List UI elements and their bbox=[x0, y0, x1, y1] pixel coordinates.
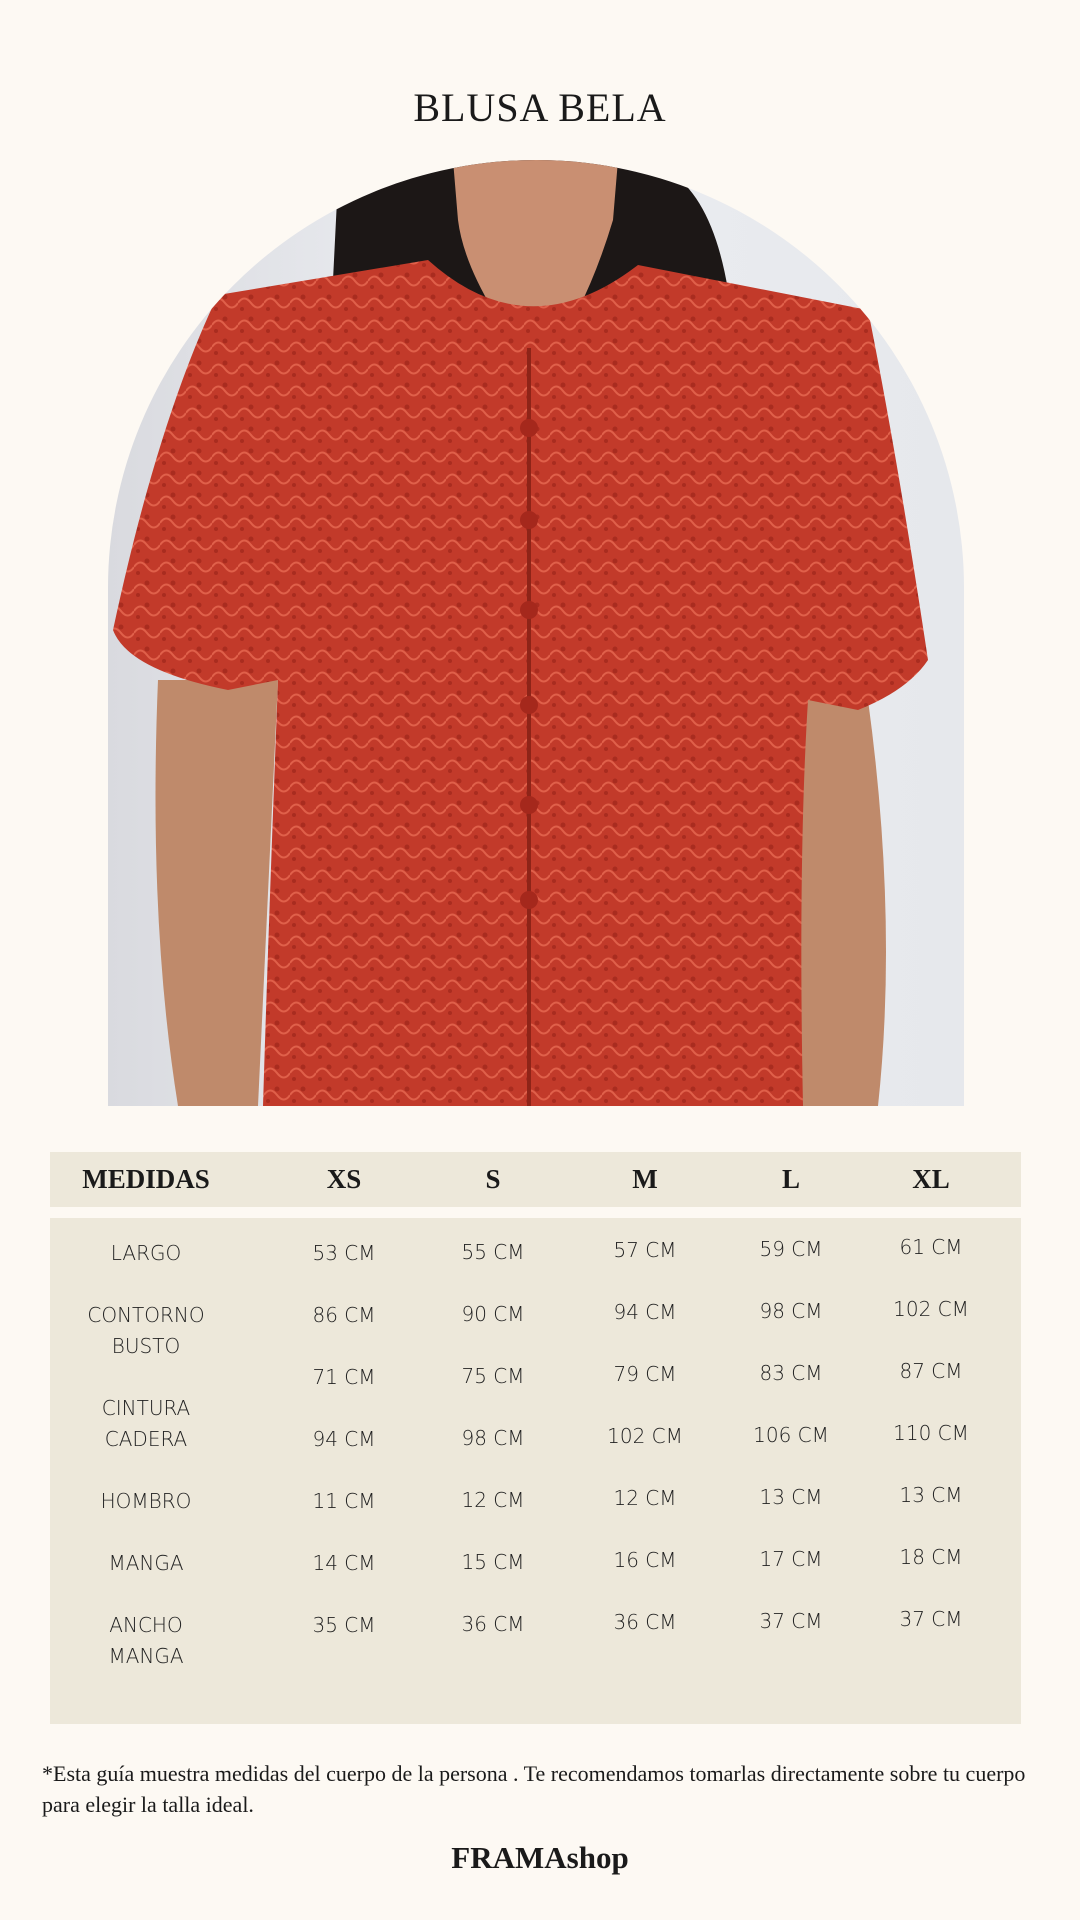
table-cell: 98 CM bbox=[759, 1298, 823, 1323]
table-cell: 18 CM bbox=[899, 1545, 963, 1569]
table-cell: 12 CM bbox=[613, 1486, 677, 1510]
table-cell: 13 CM bbox=[899, 1483, 963, 1507]
size-table-header: MEDIDAS XS S M L XL bbox=[50, 1152, 1021, 1207]
table-cell: 98 CM bbox=[461, 1425, 525, 1450]
table-cell: 79 CM bbox=[613, 1362, 677, 1386]
header-size-xs: XS bbox=[326, 1164, 362, 1194]
row-label-line: BUSTO bbox=[111, 1334, 181, 1358]
table-cell: 14 CM bbox=[312, 1551, 376, 1575]
row-label-line: ANCHO bbox=[109, 1613, 183, 1637]
table-cell: 36 CM bbox=[613, 1610, 677, 1634]
product-title: BLUSA BELA bbox=[413, 85, 667, 130]
header-size-l: L bbox=[781, 1164, 801, 1194]
table-cell: 87 CM bbox=[899, 1359, 963, 1383]
table-cell: 90 CM bbox=[461, 1301, 525, 1326]
brand-name: FRAMAshop bbox=[451, 1840, 629, 1875]
table-cell: 102 CM bbox=[893, 1297, 969, 1321]
table-cell: 75 CM bbox=[461, 1363, 525, 1388]
table-cell: 94 CM bbox=[312, 1427, 376, 1451]
row-label-line: CONTORNO bbox=[87, 1303, 205, 1327]
table-row: CONTORNO BUSTO 86 CM 90 CM 94 CM 98 CM 102 CM bbox=[50, 1297, 1021, 1362]
row-label: MANGA bbox=[108, 1548, 183, 1579]
table-cell: 36 CM bbox=[461, 1611, 525, 1636]
table-cell: 83 CM bbox=[759, 1360, 823, 1385]
table-cell: 13 CM bbox=[759, 1484, 823, 1509]
table-row: LARGO 53 CM 55 CM 57 CM 59 CM 61 CM bbox=[50, 1235, 1021, 1300]
table-cell: 61 CM bbox=[899, 1235, 963, 1259]
table-cell: 57 CM bbox=[613, 1238, 677, 1262]
row-label-line: MANGA bbox=[108, 1644, 184, 1668]
row-label: ANCHO MANGA bbox=[108, 1610, 183, 1672]
table-row: ANCHO MANGA 35 CM 36 CM 36 CM 37 CM 37 CM bbox=[50, 1607, 1021, 1672]
row-label-line: MANGA bbox=[108, 1551, 184, 1575]
table-cell: 55 CM bbox=[461, 1239, 525, 1264]
table-cell: 17 CM bbox=[759, 1546, 823, 1571]
table-row: CINTURA 71 CM 75 CM 79 CM 83 CM 87 CM bbox=[50, 1359, 1021, 1424]
table-cell: 53 CM bbox=[312, 1241, 376, 1265]
row-label: CADERA bbox=[105, 1424, 187, 1455]
table-cell: 37 CM bbox=[759, 1608, 823, 1633]
row-label: LARGO bbox=[111, 1238, 181, 1269]
header-size-m: M bbox=[632, 1164, 658, 1194]
product-photo bbox=[108, 160, 964, 1106]
table-row: MANGA 14 CM 15 CM 16 CM 17 CM 18 CM bbox=[50, 1545, 1021, 1610]
table-row: HOMBRO 11 CM 12 CM 12 CM 13 CM 13 CM bbox=[50, 1483, 1021, 1548]
table-cell: 102 CM bbox=[607, 1424, 683, 1448]
header-size-s: S bbox=[485, 1164, 501, 1194]
table-row: CADERA 94 CM 98 CM 102 CM 106 CM 110 CM bbox=[50, 1421, 1021, 1486]
table-cell: 35 CM bbox=[312, 1613, 376, 1637]
header-size-xl: XL bbox=[912, 1164, 950, 1194]
row-label-line: CINTURA bbox=[101, 1396, 191, 1420]
table-cell: 15 CM bbox=[461, 1549, 525, 1574]
footnote: *Esta guía muestra medidas del cuerpo de… bbox=[42, 1761, 1026, 1817]
row-label: CINTURA bbox=[102, 1393, 190, 1424]
table-cell: 12 CM bbox=[461, 1487, 525, 1512]
row-label-line: HOMBRO bbox=[100, 1489, 192, 1513]
table-cell: 110 CM bbox=[893, 1421, 969, 1445]
row-label-line: CADERA bbox=[104, 1427, 188, 1451]
table-cell: 37 CM bbox=[899, 1607, 963, 1631]
table-cell: 86 CM bbox=[312, 1303, 376, 1327]
table-cell: 71 CM bbox=[312, 1365, 376, 1389]
header-measures: MEDIDAS bbox=[82, 1164, 210, 1194]
table-cell: 59 CM bbox=[759, 1236, 823, 1261]
table-cell: 94 CM bbox=[613, 1300, 677, 1324]
row-label: CONTORNO BUSTO bbox=[87, 1300, 204, 1362]
row-label-line: LARGO bbox=[110, 1241, 182, 1265]
size-table-body: LARGO 53 CM 55 CM 57 CM 59 CM 61 CM CONTORNO BU… bbox=[50, 1218, 1021, 1724]
table-cell: 11 CM bbox=[312, 1489, 376, 1513]
table-cell: 16 CM bbox=[613, 1548, 677, 1572]
row-label: HOMBRO bbox=[101, 1486, 192, 1517]
table-cell: 106 CM bbox=[753, 1422, 829, 1447]
